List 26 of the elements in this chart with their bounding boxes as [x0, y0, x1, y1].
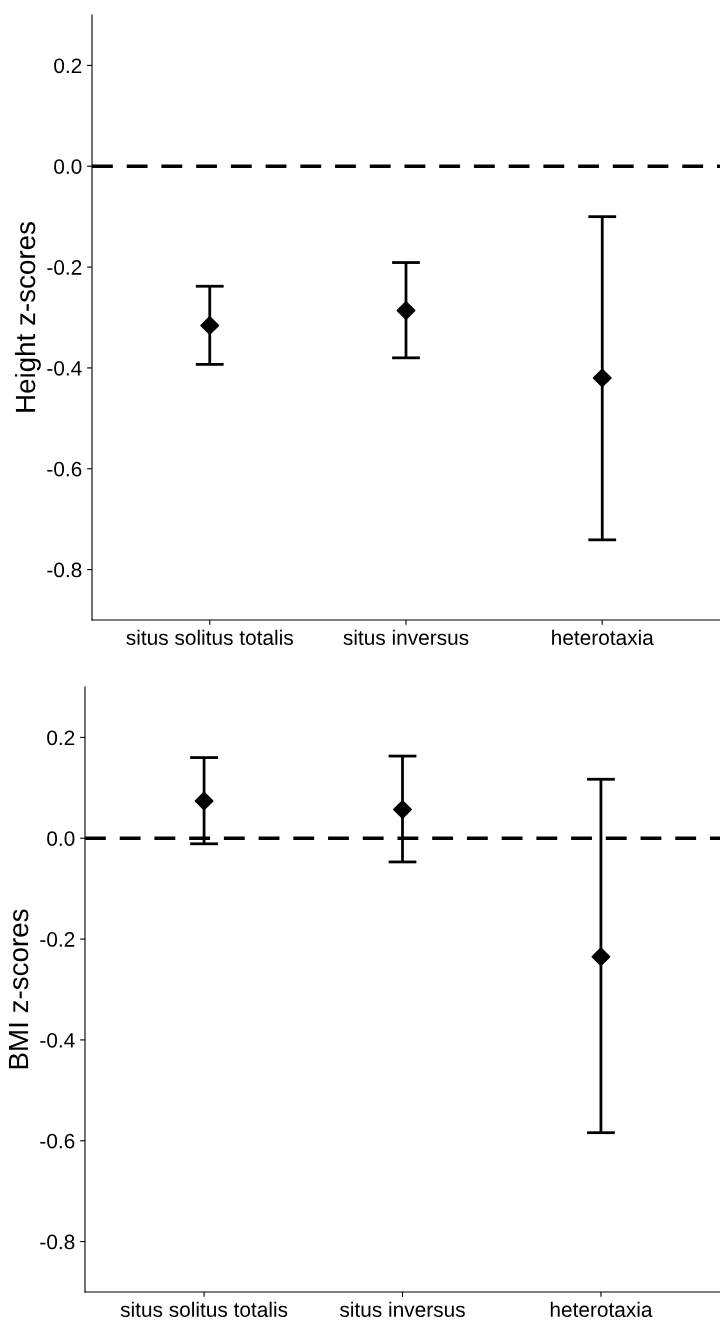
x-tick-label: situs inversus — [343, 629, 469, 646]
y-tick-label: -0.2 — [40, 932, 75, 947]
y-axis-title: BMI z-scores — [8, 909, 29, 1069]
y-tick-label: 0.0 — [47, 831, 75, 846]
point — [591, 947, 611, 967]
point — [592, 368, 612, 388]
y-tick-label: -0.6 — [40, 1133, 75, 1149]
x-tick-label: situs solitus totalis — [126, 629, 293, 646]
y-tick-label: -0.4 — [40, 1032, 75, 1048]
x-tick-label: heterotaxia — [550, 1301, 653, 1318]
y-tick-label: 0.0 — [54, 159, 82, 174]
x-tick-label: heterotaxia — [552, 629, 654, 646]
y-tick-label: -0.6 — [47, 461, 82, 477]
y-tick-label: -0.8 — [47, 562, 82, 578]
x-tick-label: situs solitus totalis — [120, 1301, 288, 1318]
point — [396, 300, 416, 320]
x-tick-label: situs inversus — [339, 1301, 465, 1318]
y-tick-label: -0.2 — [47, 260, 82, 275]
y-axis-title: Height z-scores — [14, 222, 41, 412]
point — [194, 791, 214, 811]
y-tick-label: -0.4 — [47, 360, 82, 376]
point — [200, 316, 220, 336]
y-tick-label: 0.2 — [54, 58, 82, 74]
y-tick-label: -0.8 — [40, 1234, 75, 1250]
y-tick-label: 0.2 — [47, 730, 75, 746]
point — [393, 800, 412, 819]
